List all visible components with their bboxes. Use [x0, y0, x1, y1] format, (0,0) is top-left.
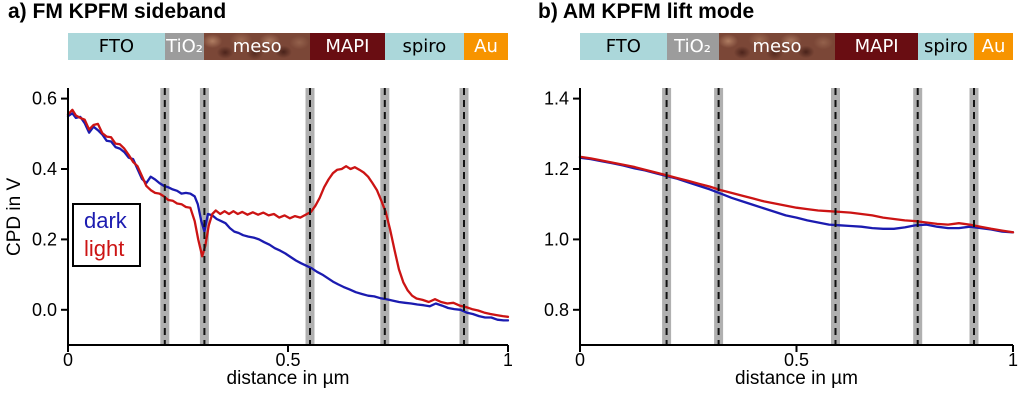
layer-segment: meso — [718, 33, 836, 60]
x-tick-label: 0 — [63, 350, 73, 370]
y-tick-label: 1.0 — [544, 229, 569, 249]
plot-area-a: 0.0 0.2 0.4 0.6 0 0.5 1 — [32, 88, 512, 370]
y-tick-label: 0.0 — [32, 300, 57, 320]
layer-segment: MAPI — [835, 33, 918, 60]
panel-b-title: b) AM KPFM lift mode — [538, 0, 755, 23]
layer-label: spiro — [402, 36, 447, 57]
interface-band — [160, 88, 170, 345]
interface-band — [662, 88, 672, 345]
plot-area-b: 0.8 1.0 1.2 1.4 0 0.5 1 — [544, 88, 1018, 370]
x-tick-label: 0.5 — [275, 350, 300, 370]
x-tick-label: 0.5 — [784, 350, 809, 370]
series-light — [66, 108, 510, 318]
layer-segment: spiro — [384, 33, 464, 60]
interface-band — [459, 88, 469, 345]
y-tick-label: 0.6 — [32, 89, 57, 109]
interface-band — [380, 88, 390, 345]
layer-segment: Au — [464, 33, 508, 60]
y-tick-label: 1.4 — [544, 89, 569, 109]
layer-bar: FTO TiO₂ meso MAPI spiro Au — [68, 33, 508, 60]
layer-label: Au — [474, 36, 498, 57]
layer-label: meso — [232, 36, 282, 57]
layer-label: TiO₂ — [674, 36, 711, 57]
layer-label: MAPI — [854, 36, 899, 57]
layer-label: TiO₂ — [166, 36, 203, 57]
y-tick-label: 0.2 — [32, 229, 57, 249]
interface-band — [714, 88, 724, 345]
layer-label: meso — [752, 36, 802, 57]
layer-segment: FTO — [580, 33, 667, 60]
layer-bar: FTO TiO₂ meso MAPI spiro Au — [580, 33, 1013, 60]
layer-label: FTO — [98, 36, 134, 57]
layer-segment: meso — [204, 33, 310, 60]
layer-segment: spiro — [917, 33, 975, 60]
layer-segment: Au — [974, 33, 1013, 60]
x-axis-label: distance in µm — [735, 368, 858, 389]
interface-band — [199, 88, 209, 345]
legend-item-dark: dark — [84, 208, 127, 233]
layer-label: spiro — [923, 36, 968, 57]
legend: dark light — [72, 203, 141, 267]
x-tick-label: 1 — [503, 350, 512, 370]
layer-label: MAPI — [325, 36, 370, 57]
y-tick-label: 0.4 — [32, 159, 57, 179]
interface-band — [969, 88, 979, 345]
x-axis-label: distance in µm — [226, 368, 350, 389]
layer-segment: TiO₂ — [666, 33, 719, 60]
y-tick-label: 0.8 — [544, 300, 569, 320]
panel-am-kpfm-lift-mode: b) AM KPFM lift mode FTO TiO₂ meso MAPI spir… — [512, 0, 1024, 402]
layer-label: FTO — [605, 36, 641, 57]
x-tick-label: 0 — [575, 350, 585, 370]
layer-segment: TiO₂ — [164, 33, 205, 60]
interface-band — [913, 88, 923, 345]
interface-band — [305, 88, 315, 345]
interface-band — [831, 88, 840, 345]
panel-fm-kpfm-sideband: a) FM KPFM sideband FTO TiO₂ meso MAPI spiro… — [4, 0, 512, 389]
layer-label: Au — [981, 36, 1006, 57]
x-tick-label: 1 — [1008, 350, 1018, 370]
legend-item-light: light — [84, 236, 125, 261]
layer-segment: MAPI — [310, 33, 385, 60]
panel-a-title: a) FM KPFM sideband — [8, 0, 227, 23]
y-tick-label: 1.2 — [544, 159, 569, 179]
layer-segment: FTO — [68, 33, 165, 60]
series-light — [578, 155, 1015, 234]
